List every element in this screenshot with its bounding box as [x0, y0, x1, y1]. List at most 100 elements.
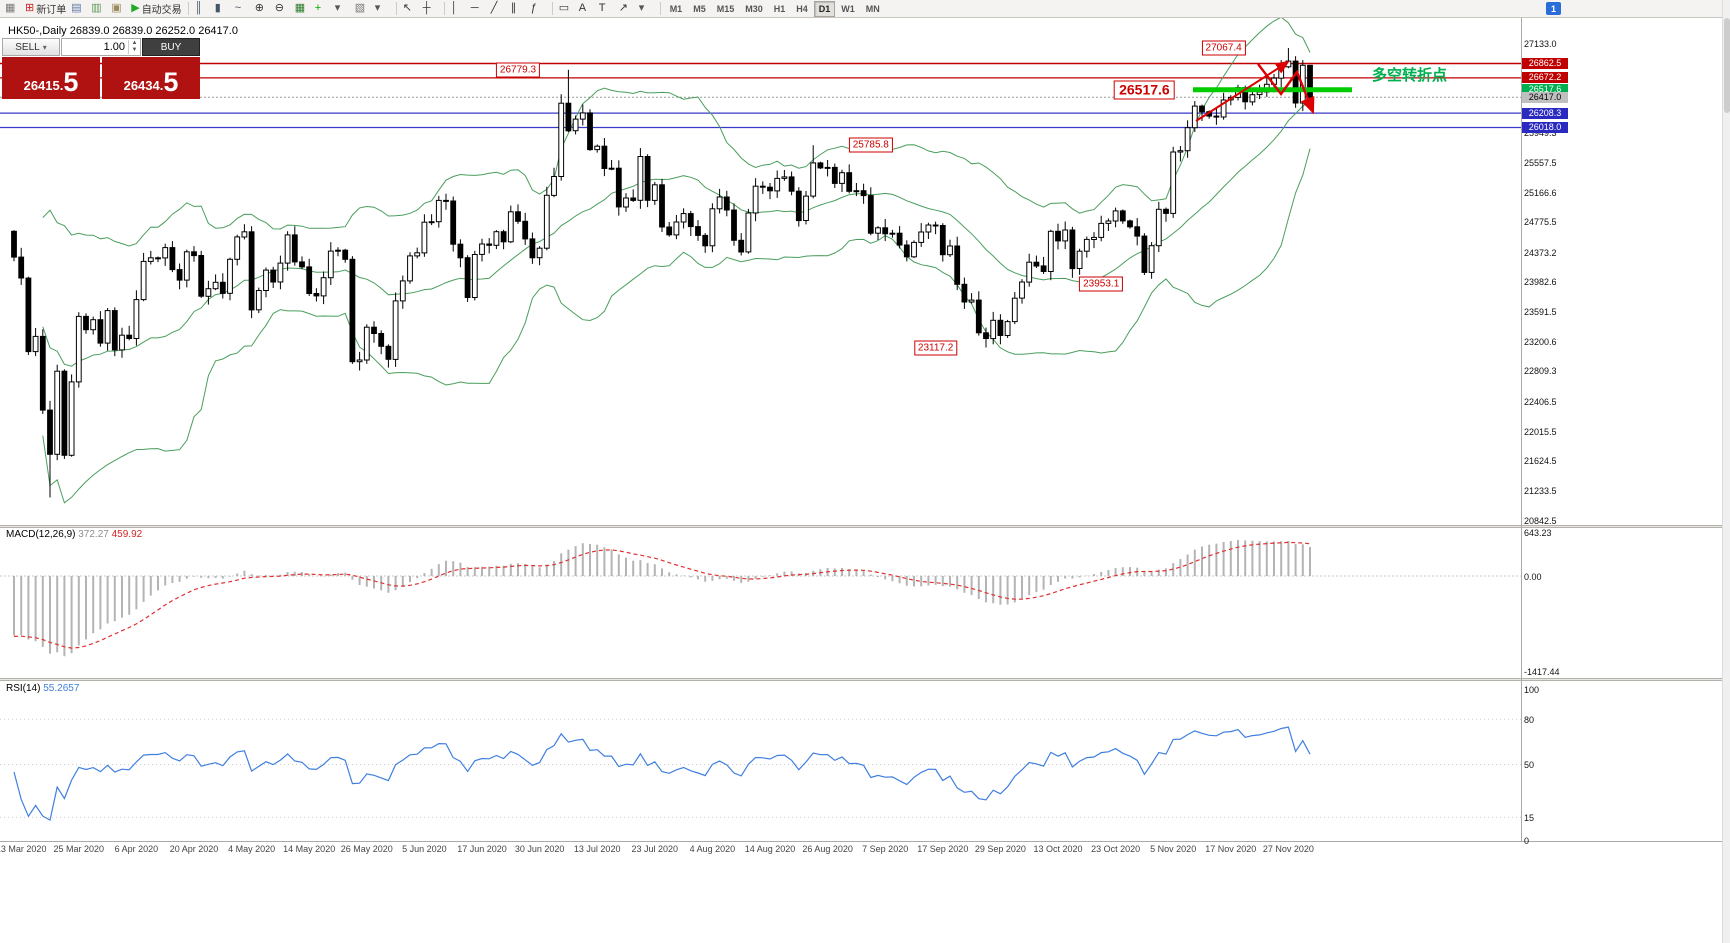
zoom-out-icon[interactable]: ⊖ — [274, 2, 284, 14]
arrows-dropdown[interactable]: ▾ — [638, 2, 645, 14]
timeframe-d1[interactable]: D1 — [813, 0, 836, 17]
macd-layer — [0, 539, 1521, 657]
bar-chart-icon[interactable]: ║ — [194, 2, 203, 14]
macd-panel-splitter[interactable] — [0, 525, 1722, 528]
chevron-down-icon[interactable]: ▾ — [42, 42, 47, 52]
price-axis-label: 22406.5 — [1524, 396, 1557, 407]
sell-button[interactable]: SELL ▾ — [2, 38, 60, 56]
trend-line-up[interactable] — [1195, 60, 1290, 122]
date-label: 29 Sep 2020 — [974, 844, 1026, 854]
date-label: 6 Apr 2020 — [114, 844, 159, 854]
timeframe-m30[interactable]: M30 — [745, 3, 763, 14]
notification-badge[interactable]: 1 — [1546, 2, 1561, 15]
price-flag[interactable]: 26779.3 — [495, 62, 541, 78]
timeframe-h4[interactable]: H4 — [796, 3, 808, 14]
date-label: 4 Aug 2020 — [689, 844, 736, 854]
channel-icon[interactable]: ∥ — [510, 2, 517, 14]
timeframe-w1[interactable]: W1 — [841, 3, 855, 14]
stepper-up-icon[interactable]: ▲ — [131, 40, 138, 46]
crosshair-icon[interactable]: ┼ — [422, 2, 431, 14]
cursor-icon[interactable]: ↖ — [402, 2, 412, 14]
line-chart-icon[interactable]: ~ — [234, 2, 242, 14]
chart-profiles-icon[interactable]: ▤ — [71, 2, 82, 14]
price-axis-label: 25166.6 — [1524, 187, 1557, 198]
timeframe-h1[interactable]: H1 — [773, 3, 786, 14]
price-axis-label: 23982.6 — [1524, 277, 1557, 288]
price-axis-label: 20842.5 — [1524, 515, 1557, 526]
toolbar-separator — [395, 2, 397, 15]
navigator-icon[interactable]: ▣ — [111, 2, 122, 14]
price-flag[interactable]: 27067.4 — [1201, 40, 1246, 56]
price-axis-label: 22809.3 — [1524, 366, 1557, 377]
trendline-icon[interactable]: ╱ — [490, 2, 498, 14]
templates-icon[interactable]: ▧ — [354, 2, 366, 14]
volume-input[interactable]: 1.00 ▲ ▼ — [61, 38, 141, 56]
price-flag[interactable]: 23117.2 — [913, 340, 958, 355]
zigzag-arrow-down[interactable] — [1257, 63, 1315, 115]
timeframe-m15[interactable]: M15 — [716, 3, 735, 14]
price-flag[interactable]: 25785.8 — [848, 137, 893, 153]
date-label: 23 Oct 2020 — [1091, 844, 1141, 854]
price-axis-label: 25949.3 — [1524, 128, 1557, 139]
stepper-down-icon[interactable]: ▼ — [131, 47, 138, 53]
toolbar-separator — [659, 2, 661, 15]
date-label: 13 Mar 2020 — [0, 844, 47, 854]
price-flag[interactable]: 26517.6 — [1114, 80, 1175, 100]
rsi-axis-label: 50 — [1524, 760, 1535, 770]
rsi-line — [13, 726, 1311, 822]
scrollbar-thumb[interactable] — [1724, 18, 1730, 113]
rsi-panel-splitter[interactable] — [0, 678, 1722, 681]
timeframe-mn[interactable]: MN — [865, 3, 880, 14]
buy-price-big-digit: 5 — [163, 67, 179, 98]
auto-trading-button[interactable]: ▶ 自动交易 — [131, 2, 182, 17]
bollinger-lower-band — [42, 148, 1311, 504]
price-axis-label: 24373.2 — [1524, 247, 1557, 258]
tile-windows-icon[interactable]: ▦ — [294, 2, 306, 14]
price-axis-marker: 26672.2 — [1522, 72, 1568, 84]
text-icon[interactable]: A — [578, 2, 587, 14]
trend-annotations[interactable] — [1195, 60, 1315, 122]
horizontal-line-icon[interactable]: ─ — [470, 2, 479, 14]
price-axis-label: 21624.5 — [1524, 456, 1557, 467]
price-axis-label: 24775.5 — [1524, 217, 1557, 228]
date-label: 25 Mar 2020 — [53, 844, 105, 854]
one-click-trading-widget: SELL ▾ 1.00 ▲ ▼ BUY 26415. 5 26434. 5 — [2, 38, 200, 99]
rsi-axis-label: 100 — [1524, 684, 1540, 695]
date-label: 14 Aug 2020 — [744, 844, 796, 854]
buy-price-prefix: 26434. — [123, 78, 164, 93]
chart-canvas[interactable] — [0, 18, 1722, 856]
fibonacci-icon[interactable]: ƒ — [530, 2, 537, 14]
rsi-axis-label: 0 — [1524, 835, 1530, 846]
price-axis-label: 25557.5 — [1524, 157, 1557, 168]
timeframe-m1[interactable]: M1 — [669, 3, 683, 14]
templates-dropdown[interactable]: ▾ — [374, 2, 381, 14]
date-label: 17 Nov 2020 — [1205, 844, 1257, 854]
vertical-line-icon[interactable]: │ — [450, 2, 458, 14]
bull-bear-turning-point-note[interactable]: 多空转折点 — [1372, 67, 1448, 84]
text-label-icon[interactable]: T — [598, 2, 606, 14]
price-axis-marker: 26018.0 — [1522, 122, 1568, 134]
volume-stepper[interactable]: ▲ ▼ — [128, 40, 140, 54]
sell-price-display[interactable]: 26415. 5 — [2, 57, 100, 99]
buy-button[interactable]: BUY — [142, 38, 200, 56]
price-axis-label: 23200.6 — [1524, 336, 1557, 347]
sell-button-label: SELL — [15, 41, 40, 53]
vertical-scrollbar[interactable] — [1722, 0, 1730, 943]
candlestick-chart-icon[interactable]: ▮ — [214, 2, 221, 14]
date-label: 20 Apr 2020 — [169, 844, 219, 854]
chart-window-icon[interactable]: ▦ — [5, 2, 16, 14]
sell-price-prefix: 26415. — [23, 78, 64, 93]
date-label: 4 May 2020 — [228, 844, 276, 854]
rsi-layer — [0, 718, 1521, 822]
indicators-icon[interactable]: + — [314, 2, 322, 14]
new-order-button[interactable]: ⊞ 新订单 — [25, 2, 67, 17]
zoom-in-icon[interactable]: ⊕ — [254, 2, 264, 14]
volume-value: 1.00 — [103, 41, 125, 53]
timeframe-m5[interactable]: M5 — [693, 3, 706, 14]
price-flag[interactable]: 23953.1 — [1079, 276, 1124, 292]
buy-price-display[interactable]: 26434. 5 — [102, 57, 200, 99]
arrow-tool-icon[interactable]: ↗ — [618, 2, 628, 14]
indicators-dropdown[interactable]: ▾ — [334, 2, 341, 14]
market-watch-icon[interactable]: ▥ — [91, 2, 102, 14]
shapes-icon[interactable]: ▭ — [558, 2, 570, 14]
